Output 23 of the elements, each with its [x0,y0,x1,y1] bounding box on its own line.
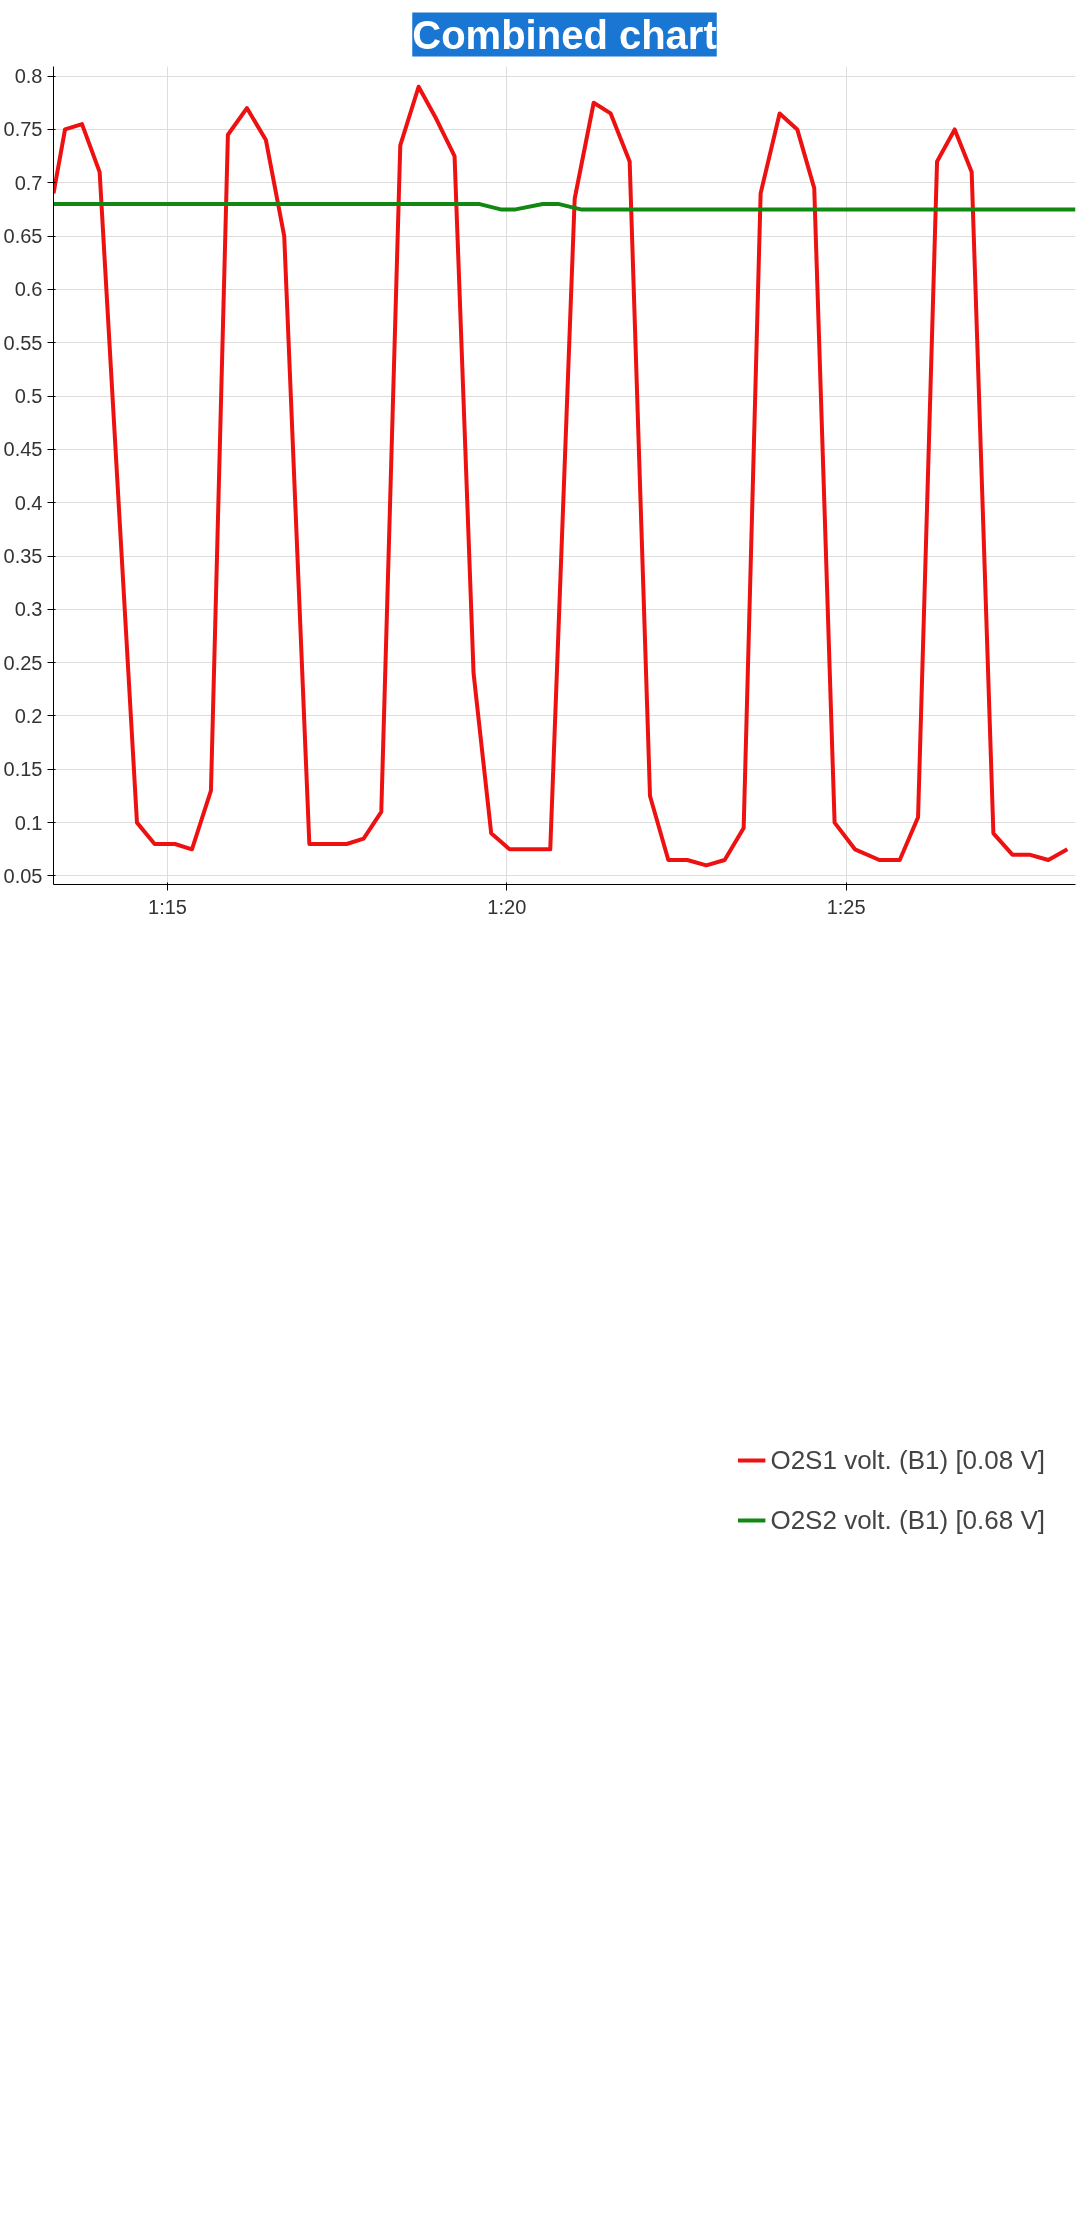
legend-label: O2S1 volt. (B1) [0.08 V] [770,1444,1045,1476]
y-tick-label: 0.65 [3,225,43,248]
y-tick-label: 0.3 [14,598,43,621]
y-tick-label: 0.1 [14,811,43,834]
y-tick-label: 0.5 [14,385,43,408]
legend-label: O2S2 volt. (B1) [0.68 V] [770,1504,1045,1536]
y-tick-label: 0.75 [3,118,43,141]
y-tick-label: 0.25 [3,651,43,674]
x-tick-label: 1:25 [826,895,866,918]
y-tick-label: 0.55 [3,331,43,354]
y-tick-label: 0.7 [14,171,43,194]
y-tick-label: 0.6 [14,278,43,301]
y-tick-label: 0.8 [14,65,43,88]
y-tick-label: 0.15 [3,758,43,781]
y-tick-label: 0.35 [3,545,43,568]
y-tick-label: 0.05 [3,864,43,887]
y-tick-label: 0.4 [14,491,43,514]
chart-title: Combined chart [412,12,717,57]
x-tick-label: 1:20 [487,895,527,918]
line-series [53,84,1070,868]
y-tick-label: 0.2 [14,704,43,727]
y-tick-label: 0.45 [3,438,43,461]
x-tick-label: 1:15 [148,895,187,918]
